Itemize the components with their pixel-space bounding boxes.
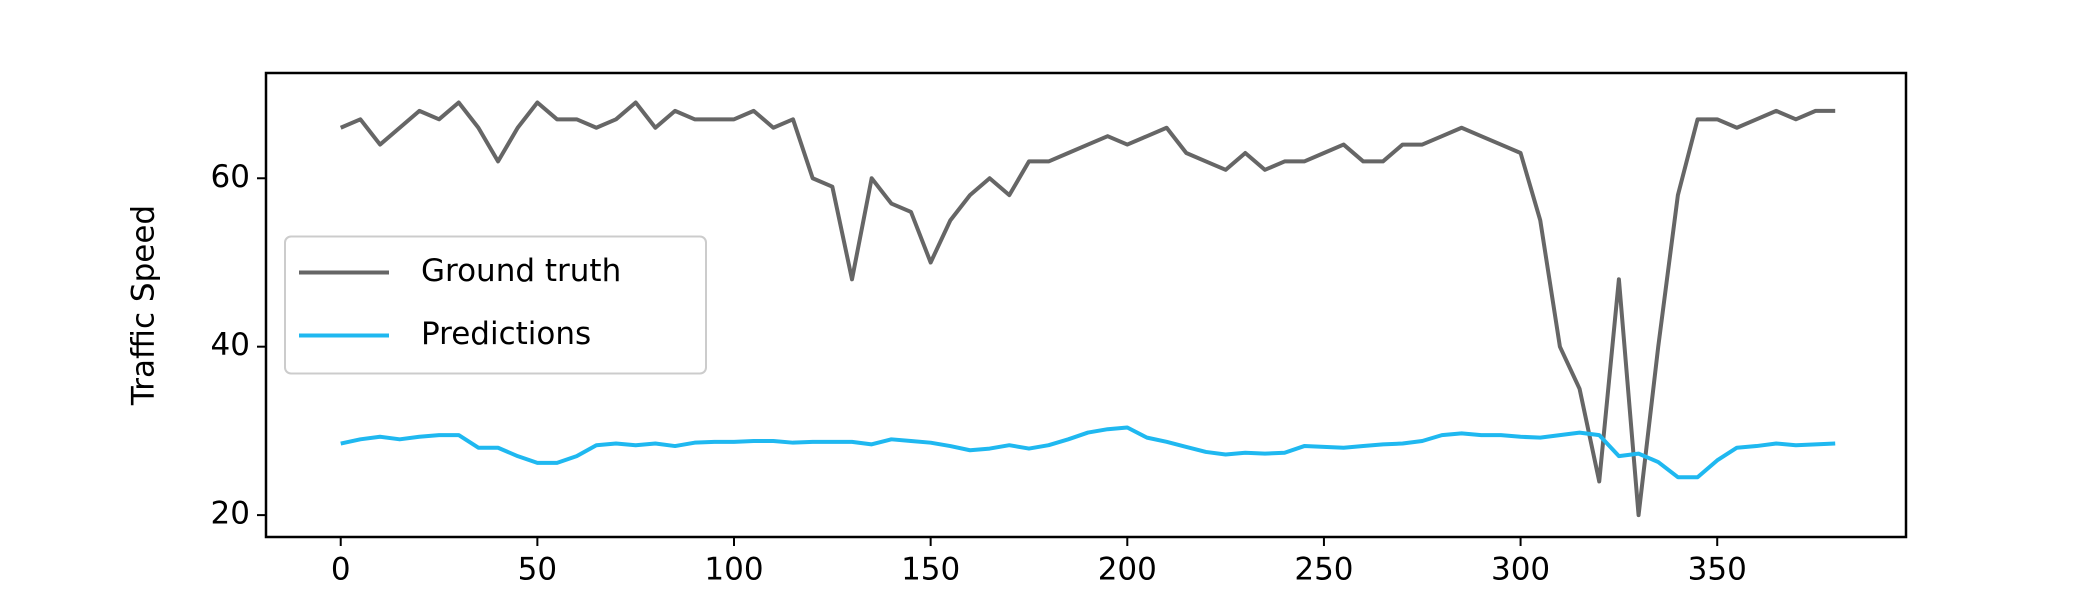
series-line (339, 100, 1836, 518)
y-axis-label: Traffic Speed (126, 205, 162, 406)
x-tick-label: 300 (1491, 552, 1550, 588)
x-tick-label: 50 (518, 552, 557, 588)
x-tick-label: 0 (331, 552, 351, 588)
y-tick-label: 20 (211, 496, 250, 532)
series-line (340, 425, 1836, 480)
legend-label: Predictions (421, 316, 591, 352)
x-tick-label: 250 (1294, 552, 1353, 588)
x-tick-label: 350 (1688, 552, 1747, 588)
y-tick-label: 40 (211, 327, 250, 363)
legend-label: Ground truth (421, 253, 621, 289)
y-tick-label: 60 (211, 159, 250, 195)
x-tick-label: 150 (901, 552, 960, 588)
legend-box (284, 235, 707, 375)
x-tick-label: 200 (1098, 552, 1157, 588)
plot-frame (264, 71, 1908, 539)
x-tick-label: 100 (704, 552, 763, 588)
